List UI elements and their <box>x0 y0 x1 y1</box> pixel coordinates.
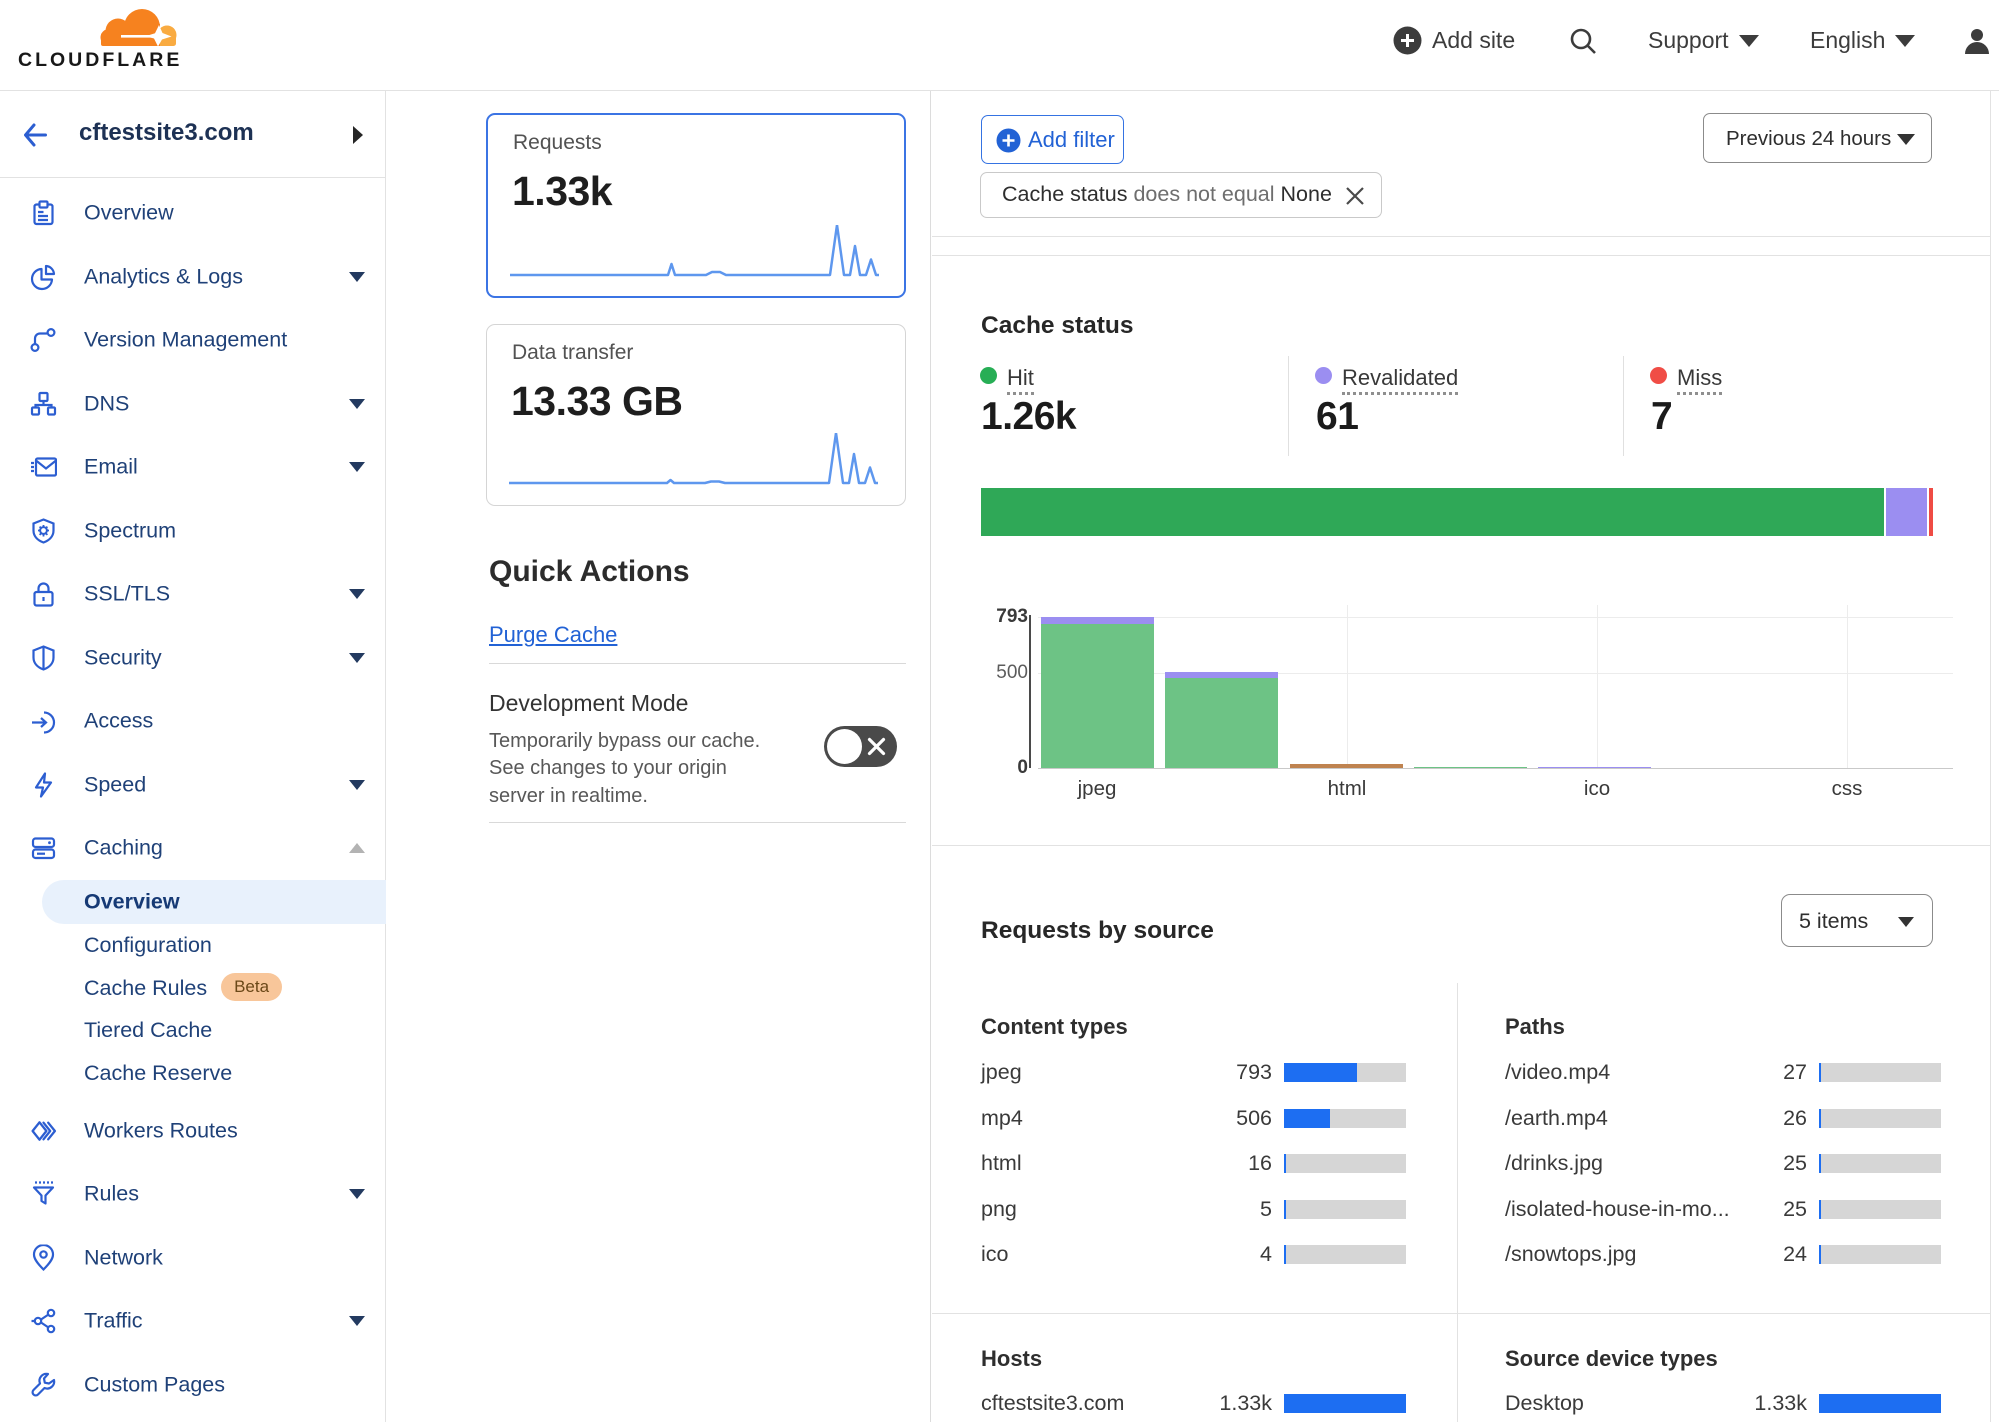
svg-text:CLOUDFLARE: CLOUDFLARE <box>18 49 182 71</box>
